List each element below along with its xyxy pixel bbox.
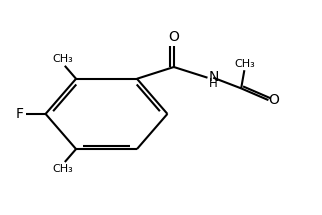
Text: O: O <box>168 30 179 44</box>
Text: CH₃: CH₃ <box>53 164 74 174</box>
Text: CH₃: CH₃ <box>53 54 74 64</box>
Text: O: O <box>269 93 279 107</box>
Text: CH₃: CH₃ <box>234 58 255 69</box>
Text: F: F <box>15 107 23 121</box>
Text: H: H <box>209 77 218 89</box>
Text: N: N <box>209 70 220 84</box>
